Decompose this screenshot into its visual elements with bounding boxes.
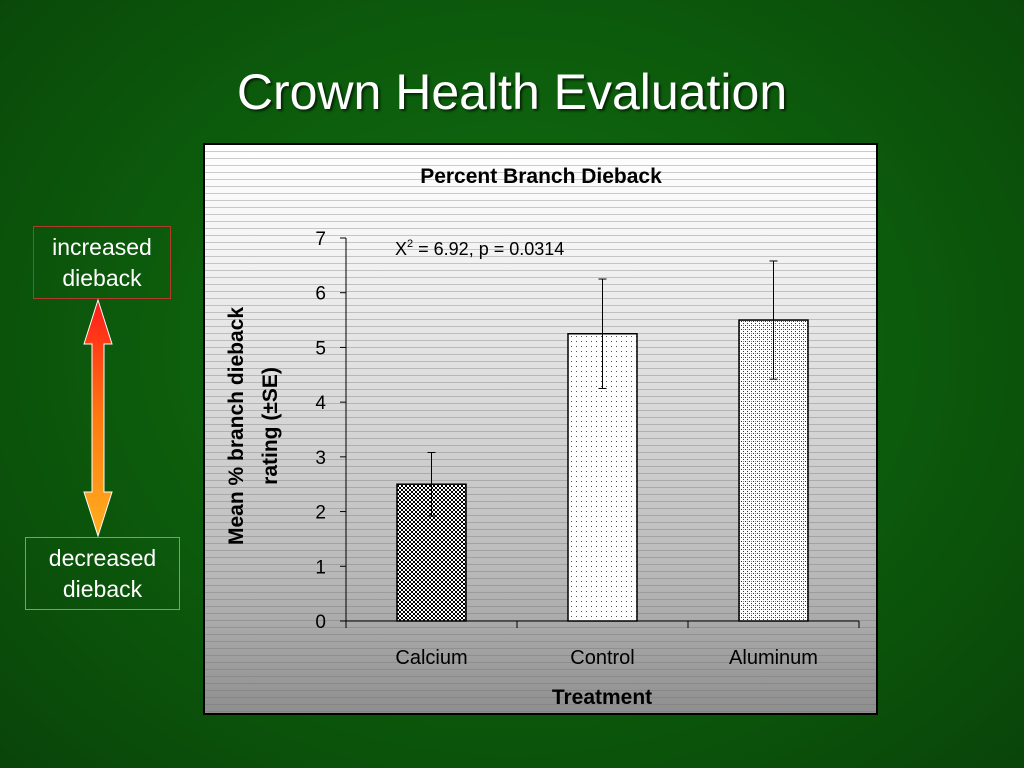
x-axis-label: Treatment [552, 686, 652, 709]
slide-title: Crown Health Evaluation [236, 64, 788, 120]
chi-square-annotation: X2 = 6.92, p = 0.0314 [395, 238, 564, 259]
y-axis-label-line2: rating (±SE) [259, 367, 282, 485]
bar-chart: Percent Branch Dieback X2 = 6.92, p = 0.… [225, 165, 860, 709]
y-axis-label: Mean % branch dieback rating (±SE) [225, 307, 282, 545]
x-tick-label-control: Control [570, 647, 634, 669]
annotation-x: X [395, 239, 407, 259]
plot-area: 0 1 2 3 4 5 6 7 Calcium Control Aluminum [315, 229, 860, 669]
y-tick-label-7: 7 [315, 229, 326, 250]
y-tick-label-0: 0 [315, 612, 326, 633]
x-tick-label-aluminum: Aluminum [729, 647, 818, 669]
y-tick-label-3: 3 [315, 448, 326, 469]
y-tick-label-5: 5 [315, 338, 326, 359]
increased-dieback-label: increased dieback [33, 226, 171, 299]
double-arrow-icon [83, 298, 113, 538]
y-axis-label-line1: Mean % branch dieback [225, 307, 248, 545]
y-tick-label-2: 2 [315, 503, 326, 524]
y-tick-label-1: 1 [315, 557, 326, 578]
y-tick-label-6: 6 [315, 284, 326, 305]
y-tick-label-4: 4 [315, 393, 326, 414]
chart-title: Percent Branch Dieback [420, 165, 662, 188]
annotation-superscript: 2 [407, 238, 413, 250]
annotation-stats: = 6.92, p = 0.0314 [413, 239, 564, 259]
chart-panel: Percent Branch Dieback X2 = 6.92, p = 0.… [203, 143, 878, 715]
x-tick-label-calcium: Calcium [395, 647, 467, 669]
decreased-dieback-label: decreased dieback [25, 537, 180, 610]
